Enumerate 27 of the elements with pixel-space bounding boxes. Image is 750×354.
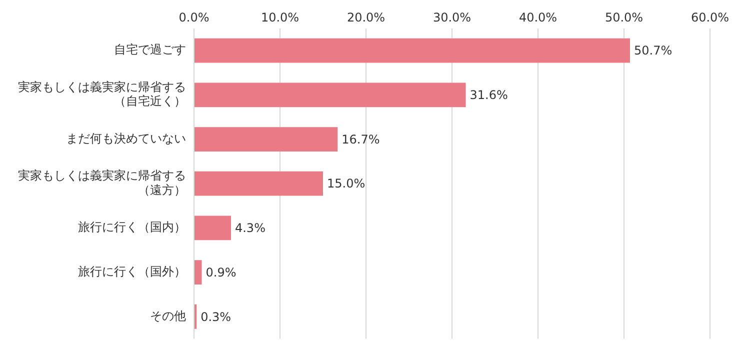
y-tick-label: その他 — [150, 308, 186, 323]
bar — [194, 260, 202, 284]
data-label: 16.7% — [342, 132, 380, 146]
bar — [194, 216, 231, 240]
data-label: 0.9% — [206, 265, 236, 280]
y-tick-label: 自宅で過ごす — [114, 42, 186, 57]
x-tick-label: 40.0% — [518, 10, 558, 24]
y-tick-label: 実家もしくは義実家に帰省する（自宅近く） — [18, 80, 186, 108]
x-tick-label: 30.0% — [432, 10, 472, 24]
data-label: 4.3% — [234, 221, 266, 236]
data-label: 0.3% — [200, 310, 232, 324]
x-tick-label: 0.0% — [178, 10, 210, 24]
x-tick-label: 50.0% — [604, 10, 644, 24]
y-tick-label: 旅行に行く（国内） — [78, 220, 186, 234]
x-tick-label: 10.0% — [260, 10, 300, 24]
bar — [194, 82, 466, 108]
y-tick-label: まだ何も決めていない — [66, 131, 186, 146]
bar — [194, 171, 323, 196]
bar — [194, 38, 630, 63]
x-tick-label: 20.0% — [346, 10, 386, 24]
x-tick-label: 60.0% — [690, 10, 730, 24]
y-tick-label: 実家もしくは義実家に帰省する（遠方） — [18, 168, 186, 197]
data-label: 50.7% — [634, 44, 672, 58]
data-label: 15.0% — [327, 176, 366, 191]
y-tick-label: 旅行に行く（国外） — [78, 264, 186, 278]
bar — [194, 127, 338, 152]
data-label: 31.6% — [470, 88, 508, 102]
